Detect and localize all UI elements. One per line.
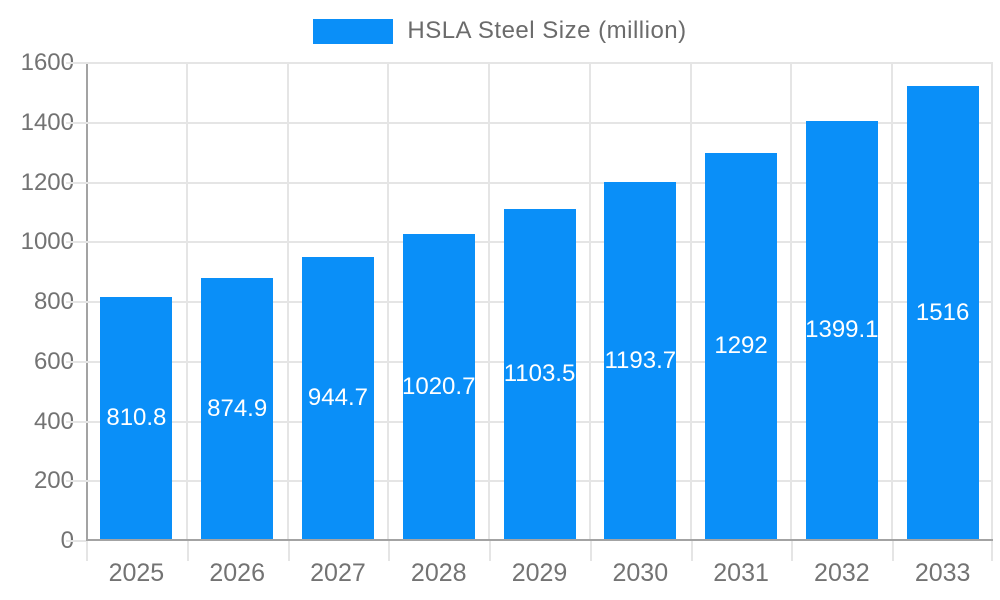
y-axis-tick — [66, 181, 86, 184]
x-axis-tick — [86, 541, 88, 561]
gridline-vertical — [790, 63, 792, 539]
bar-2026[interactable]: 874.9 — [201, 278, 274, 539]
y-axis-label: 1600 — [20, 49, 74, 76]
bar-value-label: 944.7 — [307, 384, 368, 411]
bar-value-label: 874.9 — [207, 394, 268, 422]
y-axis-tick — [66, 301, 86, 303]
gridline-horizontal — [86, 121, 993, 124]
legend-swatch[interactable] — [313, 18, 394, 44]
gridline-vertical — [991, 63, 993, 539]
bar-value-label: 810.8 — [106, 404, 167, 431]
bar-2028[interactable]: 1020.7 — [402, 234, 476, 539]
y-axis-label: 600 — [33, 347, 74, 375]
y-axis-tick — [66, 360, 86, 363]
y-axis-tick — [66, 540, 86, 542]
x-axis-label: 2033 — [914, 559, 971, 587]
bar-value-label: 1516 — [915, 298, 970, 326]
x-axis-label: 2029 — [511, 559, 568, 587]
y-axis-label: 1400 — [20, 108, 74, 136]
bar-2033[interactable]: 1516 — [906, 86, 979, 539]
x-axis-label: 2031 — [713, 559, 769, 587]
y-axis-tick — [66, 241, 86, 244]
y-axis-tick — [66, 62, 86, 64]
y-axis-label: 400 — [33, 407, 74, 435]
gridline-vertical — [287, 63, 289, 539]
x-axis-tick — [489, 541, 491, 561]
x-axis-tick — [288, 541, 290, 561]
x-axis-tick — [590, 541, 592, 561]
x-axis-label: 2032 — [814, 559, 870, 587]
bar-2030[interactable]: 1193.7 — [604, 182, 677, 539]
y-axis-tick — [66, 121, 86, 124]
gridline-vertical — [488, 63, 490, 539]
x-axis-tick — [187, 541, 189, 561]
legend[interactable]: HSLA Steel Size (million) — [0, 17, 1000, 45]
gridline-vertical — [387, 63, 389, 539]
y-axis-label: 1000 — [20, 228, 74, 256]
gridline-vertical — [186, 63, 188, 539]
x-axis-tick — [991, 541, 993, 561]
bar-2031[interactable]: 1292 — [705, 153, 778, 539]
x-axis-tick — [892, 541, 894, 561]
plot-area: 810.8 874.9 944.7 1020.7 1103.5 1193.7 1292 139… — [66, 62, 993, 561]
x-axis-line — [86, 539, 993, 541]
y-axis-labels: 0 200 400 600 800 1000 1200 1400 1600 — [0, 0, 74, 600]
x-axis-label: 2026 — [209, 559, 265, 587]
bar-value-label: 1193.7 — [604, 346, 677, 374]
bar-2029[interactable]: 1103.5 — [503, 209, 576, 539]
y-axis-label: 0 — [60, 527, 74, 554]
x-axis-label: 2028 — [410, 559, 467, 587]
x-axis-tick — [388, 541, 390, 561]
bar-value-label: 1292 — [714, 332, 768, 359]
x-axis-tick — [691, 541, 693, 561]
bar-2025[interactable]: 810.8 — [100, 297, 173, 539]
y-axis-tick — [66, 480, 86, 483]
gridline-vertical — [690, 63, 692, 539]
bar-2027[interactable]: 944.7 — [301, 257, 374, 539]
y-axis-line — [86, 63, 88, 561]
legend-label[interactable]: HSLA Steel Size (million) — [407, 17, 687, 44]
x-axis-label: 2030 — [612, 559, 669, 587]
x-axis-labels: 2025 2026 2027 2028 2029 2030 2031 2032 2033 — [86, 556, 993, 590]
x-axis-tick — [791, 541, 793, 561]
y-axis-tick — [66, 420, 86, 423]
y-axis-label: 200 — [33, 467, 74, 495]
y-axis-label: 1200 — [20, 168, 74, 196]
bar-2032[interactable]: 1399.1 — [805, 121, 879, 539]
bar-value-label: 1020.7 — [402, 372, 476, 400]
y-axis-label: 800 — [33, 288, 74, 315]
gridline-vertical — [891, 63, 893, 539]
gridline-horizontal — [86, 62, 993, 64]
gridline-vertical — [589, 63, 591, 539]
bar-value-label: 1103.5 — [503, 360, 576, 387]
x-axis-label: 2025 — [108, 559, 165, 587]
gridline-horizontal — [86, 181, 993, 184]
x-axis-label: 2027 — [310, 559, 366, 587]
bar-value-label: 1399.1 — [805, 316, 879, 343]
